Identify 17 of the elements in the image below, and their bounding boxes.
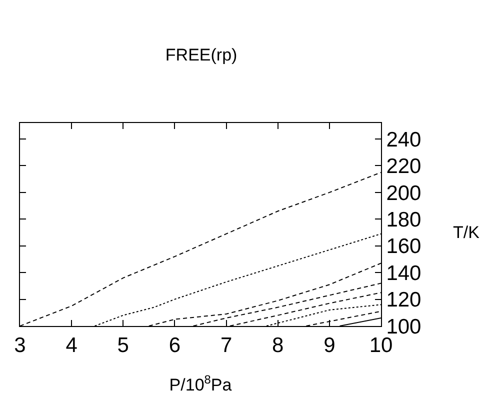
- y-tick-label: 180: [386, 208, 422, 232]
- y-tick-label: 220: [386, 155, 422, 178]
- x-axis-title: P/10$^{8}$Pa: [169, 372, 232, 395]
- y-tick-label: 240: [386, 128, 422, 152]
- y-axis-title: T/K: [453, 223, 480, 242]
- x-tick-label: 4: [66, 334, 78, 358]
- y-tick-label: 200: [386, 182, 422, 205]
- y-tick-label: 140: [386, 262, 422, 285]
- chart-title: FREE(rp): [165, 45, 238, 64]
- x-tick-label: 7: [220, 334, 232, 358]
- x-tick-label: 9: [324, 334, 336, 358]
- y-tick-label: 160: [386, 235, 422, 258]
- x-tick-label: 6: [168, 334, 181, 358]
- x-tick-label: 8: [272, 334, 284, 358]
- x-tick-label: 3: [14, 334, 26, 358]
- y-tick-label: 120: [386, 288, 422, 312]
- x-tick-label: 5: [117, 334, 129, 358]
